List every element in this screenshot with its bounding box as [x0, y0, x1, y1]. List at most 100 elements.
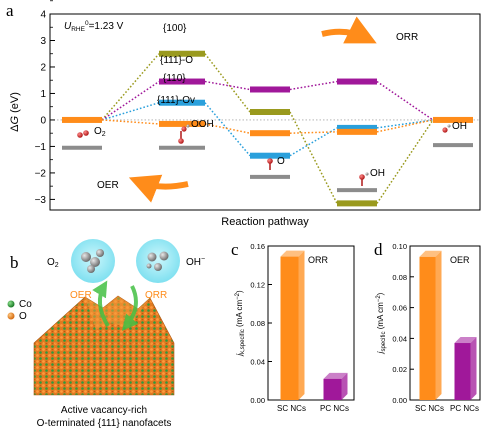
oer-arrow	[128, 174, 189, 203]
category-label: PC NCs	[450, 404, 479, 413]
panel-d-frame	[409, 245, 481, 401]
y-tick-label: 0.00	[392, 396, 407, 405]
y-tick-label: 0.08	[250, 319, 265, 328]
o2-bubble-molecules	[81, 249, 104, 273]
intermediate-label-oh-final: OH	[452, 121, 467, 132]
bar-front	[323, 378, 342, 400]
bar-front	[280, 256, 299, 400]
surface-marker	[250, 174, 290, 179]
c-ylabel-sup: −2	[235, 292, 241, 300]
energy-level-bar	[250, 86, 290, 93]
panel-d-y-ticks: 0.00 0.02 0.04 0.06 0.08 0.10	[392, 242, 414, 405]
d-ylabel-unit: (mA cm	[376, 302, 385, 332]
category-label: SC NCs	[277, 404, 306, 413]
legend-label-100: {100}	[163, 23, 187, 34]
panel-b-illustration: Co O O2 OH− OER ORR	[7, 239, 205, 429]
bar-front	[454, 343, 471, 400]
energy-level-bar	[62, 116, 102, 123]
intermediate-label-oh: OH	[370, 168, 385, 179]
category-label: PC NCs	[320, 404, 349, 413]
y-tick-label: 0.00	[250, 396, 265, 405]
nanofacet-top-face	[85, 296, 150, 330]
connector-line	[204, 53, 251, 113]
y-tick-label: −1	[35, 142, 47, 153]
y-tick-label: 0.04	[250, 358, 265, 367]
panel-a-y-ticks: −3 −2 −1 0 1 2 3 4	[35, 0, 55, 206]
connector-line	[101, 119, 160, 125]
panel-letter-a: a	[6, 1, 14, 20]
o2-molecule-icon	[77, 130, 89, 138]
y-tick-label: 1	[40, 89, 46, 100]
bar-side	[341, 372, 348, 400]
oer-arrow-label: OER	[97, 180, 119, 191]
energy-level-bar	[337, 78, 377, 85]
oh-final-molecule-icon	[442, 124, 451, 133]
y-tick-label: 0	[40, 115, 46, 126]
energy-level-bar	[250, 109, 290, 115]
d-ylabel-j: j	[376, 351, 385, 354]
category-label: SC NCs	[415, 404, 444, 413]
connector-line	[376, 119, 434, 133]
panel-d-y-axis-label: jspecific (mA cm−2)	[376, 292, 387, 354]
panel-c-bars	[280, 250, 348, 400]
bar-side	[298, 250, 305, 400]
energy-level-bar	[159, 99, 205, 106]
oh-bubble	[136, 239, 180, 283]
bar-top	[280, 250, 305, 257]
y-tick-label: 0.04	[392, 334, 407, 343]
connector-line	[204, 102, 251, 157]
legend-label-111o: {111}-O	[160, 55, 193, 66]
panel-c-chart: 0.00 0.04 0.08 0.12 0.16 SC NCs PC NCs ORR jk…	[235, 242, 355, 413]
energy-level-bar	[337, 124, 377, 131]
orr-arrow	[321, 16, 377, 44]
y-tick-label: 0.16	[250, 242, 265, 251]
energy-level-bar	[159, 50, 205, 57]
panel-d-chart: 0.00 0.02 0.04 0.06 0.08 0.10 SC NCs PC NCs OE…	[376, 242, 481, 413]
bar-top	[419, 250, 442, 257]
d-ylabel-sup: −2	[376, 295, 382, 303]
intermediate-label-o: O	[277, 156, 285, 167]
legend-label-111ov: {111}-Ov	[157, 95, 195, 106]
ooh-molecule-icon	[178, 124, 190, 144]
co-legend-dot	[7, 300, 15, 308]
panel-letter-c: c	[231, 240, 239, 259]
energy-level-bar	[250, 130, 290, 137]
panel-a-frame	[49, 13, 481, 211]
y-tick-label: 3	[40, 36, 46, 47]
co-legend-label: Co	[19, 299, 32, 310]
panel-a-y-axis-label: ΔG (eV)	[9, 92, 21, 132]
y-tick-label: 2	[40, 62, 46, 73]
o-legend-dot	[7, 312, 15, 320]
connector-line	[101, 102, 160, 121]
connector-line	[376, 80, 434, 121]
y-tick-label: −3	[35, 195, 47, 206]
d-ylabel-close: )	[376, 292, 385, 295]
o-atom-icon	[267, 158, 273, 170]
panel-d-categories: SC NCs PC NCs	[415, 404, 479, 413]
orr-green-arrow	[121, 285, 139, 331]
oh-molecule-icon	[359, 172, 369, 186]
connector-line	[101, 80, 160, 121]
potential-annotation: URHE0=1.23 V	[64, 20, 124, 33]
c-ylabel-close: )	[235, 290, 244, 293]
potential-u: U	[64, 21, 72, 32]
y-tick-label: 0.02	[392, 365, 407, 374]
y-tick-label: 0.10	[392, 242, 407, 251]
bar-top	[323, 372, 348, 379]
y-tick-label: 4	[40, 10, 46, 21]
legend-label-110: {110}	[163, 73, 186, 84]
panel-d-bars	[419, 250, 477, 400]
c-ylabel-j: j	[235, 354, 244, 357]
panel-letter-d: d	[374, 240, 383, 259]
panel-b-caption-line1: Active vacancy-rich	[61, 405, 147, 416]
ylabel-delta: Δ	[9, 124, 21, 132]
y-tick-label: 0.06	[392, 304, 407, 313]
ylabel-unit: (eV)	[9, 92, 21, 116]
energy-level-bar	[337, 200, 377, 207]
energy-level-bar	[433, 116, 473, 123]
y-tick-label: −2	[35, 168, 47, 179]
panel-b-caption-line2: O-terminated {111} nanofacets	[37, 418, 172, 429]
oer-label-b: OER	[70, 290, 92, 301]
potential-value: =1.23 V	[89, 21, 124, 32]
